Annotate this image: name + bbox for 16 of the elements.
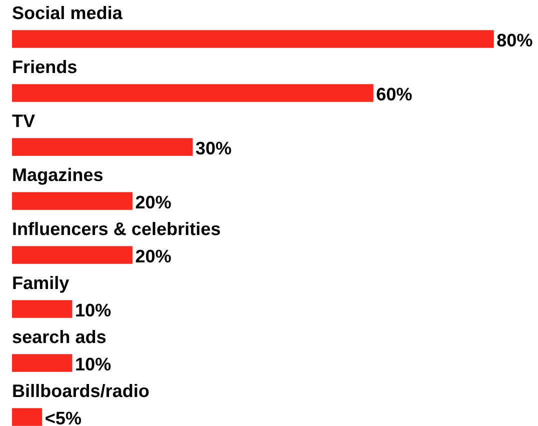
data-label: 60% xyxy=(376,88,412,101)
data-label: <5% xyxy=(46,412,82,425)
y-tick-label: Influencers & celebrities xyxy=(13,222,220,236)
data-label: 10% xyxy=(76,358,111,371)
y-tick-label: Billboards/radio xyxy=(13,384,149,398)
y-tick-label: Family xyxy=(13,276,70,293)
data-label: 30% xyxy=(196,142,232,155)
y-tick-label: Social media xyxy=(12,6,122,20)
y-tick-label: Magazines xyxy=(13,168,103,185)
data-label: 20% xyxy=(136,250,171,263)
data-label: 80% xyxy=(497,34,532,47)
y-tick-label: search ads xyxy=(12,330,106,344)
y-tick-label: TV xyxy=(12,114,35,128)
data-label: 10% xyxy=(76,304,111,317)
data-label: 20% xyxy=(136,196,171,209)
y-tick-label: Friends xyxy=(13,60,76,74)
